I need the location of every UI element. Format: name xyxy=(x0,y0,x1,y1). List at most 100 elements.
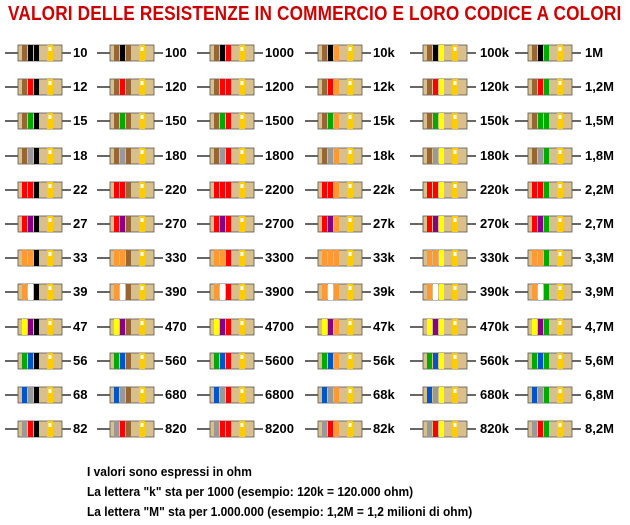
resistor-cell: 47k xyxy=(305,314,405,340)
color-band xyxy=(334,319,339,335)
tolerance-band xyxy=(557,182,563,198)
color-band xyxy=(226,387,231,403)
color-band xyxy=(120,79,125,95)
color-band xyxy=(114,113,119,129)
color-band xyxy=(114,45,119,61)
color-band xyxy=(220,45,225,61)
resistor-value: 1M xyxy=(585,45,604,60)
resistor-cell: 270 xyxy=(97,211,197,237)
tolerance-band xyxy=(452,182,458,198)
resistor-icon xyxy=(97,181,163,199)
color-band xyxy=(126,216,131,232)
resistor-cell: 15 xyxy=(5,108,105,134)
resistor-cell: 1M xyxy=(515,40,615,66)
color-band xyxy=(328,421,333,437)
band-highlight xyxy=(48,184,52,188)
tolerance-band xyxy=(239,148,245,164)
color-band xyxy=(322,45,327,61)
color-band xyxy=(34,216,39,232)
color-band xyxy=(334,113,339,129)
band-highlight xyxy=(348,150,352,154)
color-band xyxy=(427,79,432,95)
resistor-value: 15k xyxy=(373,113,395,128)
color-band xyxy=(22,79,27,95)
band-highlight xyxy=(558,286,562,290)
color-band xyxy=(220,387,225,403)
band-highlight xyxy=(240,389,244,393)
color-band xyxy=(439,113,444,129)
resistor-icon xyxy=(515,318,581,336)
resistor-value: 680k xyxy=(480,387,509,402)
color-band xyxy=(22,113,27,129)
color-band xyxy=(538,284,543,300)
resistor-value: 18 xyxy=(73,148,88,163)
color-band xyxy=(433,319,438,335)
resistor-icon xyxy=(305,215,371,233)
color-band xyxy=(28,113,33,129)
resistor-value: 1200 xyxy=(265,79,294,94)
resistor-icon xyxy=(305,352,371,370)
resistor-cell: 5600 xyxy=(197,348,297,374)
band-highlight xyxy=(453,286,457,290)
color-band xyxy=(328,216,333,232)
resistor-value: 5600 xyxy=(265,353,294,368)
resistor-cell: 68k xyxy=(305,382,405,408)
band-highlight xyxy=(48,150,52,154)
color-band xyxy=(334,284,339,300)
tolerance-band xyxy=(139,182,145,198)
resistor-icon xyxy=(197,249,263,267)
tolerance-band xyxy=(239,113,245,129)
color-band xyxy=(120,216,125,232)
band-highlight xyxy=(558,150,562,154)
tolerance-band xyxy=(47,113,53,129)
color-band xyxy=(328,284,333,300)
resistor-value: 4,7M xyxy=(585,319,614,334)
color-band xyxy=(214,45,219,61)
color-band xyxy=(433,216,438,232)
resistor-cell: 2,2M xyxy=(515,177,615,203)
color-band xyxy=(226,353,231,369)
tolerance-band xyxy=(239,319,245,335)
band-highlight xyxy=(453,218,457,222)
color-band xyxy=(220,319,225,335)
color-band xyxy=(532,79,537,95)
band-highlight xyxy=(453,355,457,359)
resistor-icon xyxy=(515,283,581,301)
color-band xyxy=(22,45,27,61)
resistor-value: 39 xyxy=(73,284,88,299)
resistor-value: 6,8M xyxy=(585,387,614,402)
resistor-cell: 18 xyxy=(5,143,105,169)
resistor-cell: 33 xyxy=(5,245,105,271)
resistor-icon xyxy=(515,147,581,165)
resistor-cell: 470k xyxy=(410,314,510,340)
color-band xyxy=(214,284,219,300)
tolerance-band xyxy=(239,387,245,403)
color-band xyxy=(120,284,125,300)
color-band xyxy=(532,319,537,335)
color-band xyxy=(538,182,543,198)
resistor-icon xyxy=(197,318,263,336)
color-band xyxy=(532,387,537,403)
tolerance-band xyxy=(557,216,563,232)
resistor-grid: 10 12 15 18 22 27 33 39 47 56 68 82 100 120 150 180 220 2… xyxy=(5,40,615,438)
color-band xyxy=(439,45,444,61)
resistor-icon xyxy=(305,147,371,165)
band-highlight xyxy=(48,218,52,222)
color-band xyxy=(439,284,444,300)
color-band xyxy=(34,353,39,369)
color-band xyxy=(544,319,549,335)
resistor-value: 68 xyxy=(73,387,88,402)
color-band xyxy=(120,45,125,61)
resistor-value: 470k xyxy=(480,319,509,334)
color-band xyxy=(214,182,219,198)
tolerance-band xyxy=(347,284,353,300)
resistor-value: 390k xyxy=(480,284,509,299)
resistor-icon xyxy=(410,181,476,199)
color-band xyxy=(34,421,39,437)
color-band xyxy=(427,148,432,164)
band-highlight xyxy=(453,81,457,85)
band-highlight xyxy=(140,115,144,119)
resistor-cell: 2700 xyxy=(197,211,297,237)
color-band xyxy=(126,113,131,129)
band-highlight xyxy=(348,423,352,427)
